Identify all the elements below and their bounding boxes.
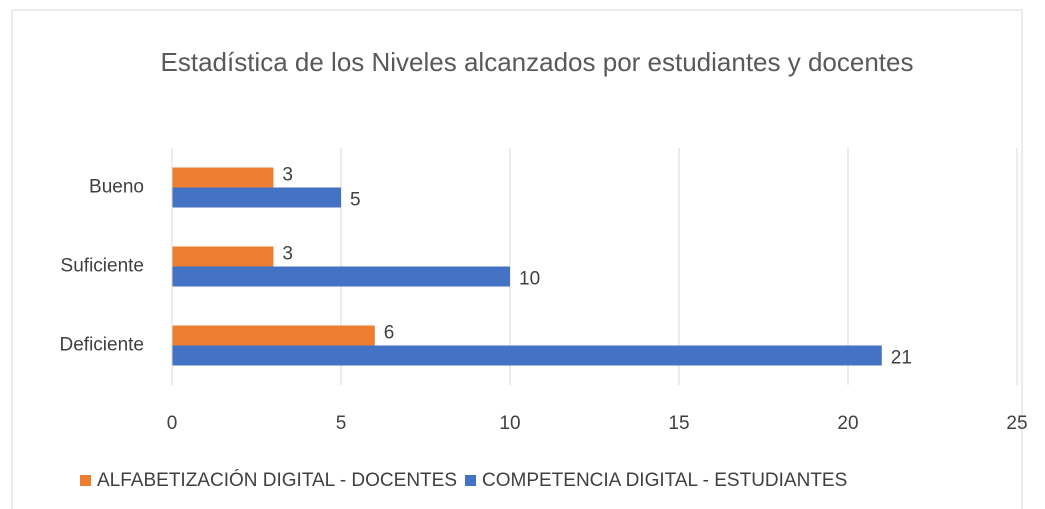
data-label: 3 <box>282 165 293 186</box>
legend-swatch <box>465 475 476 486</box>
data-label: 21 <box>891 348 912 369</box>
bar <box>172 246 274 267</box>
x-tick-label: 0 <box>167 413 178 434</box>
x-tick-label: 20 <box>837 413 858 434</box>
x-tick-label: 10 <box>499 413 520 434</box>
bar <box>172 266 510 287</box>
x-tick-label: 15 <box>668 413 689 434</box>
y-tick-label: Bueno <box>89 177 144 198</box>
legend-label: COMPETENCIA DIGITAL - ESTUDIANTES <box>482 470 847 491</box>
frame <box>11 9 1023 509</box>
bar <box>172 325 375 346</box>
data-label: 10 <box>519 269 540 290</box>
chart-title: Estadística de los Niveles alcanzados po… <box>160 47 914 77</box>
legend-swatch <box>80 475 91 486</box>
y-tick-label: Deficiente <box>60 335 145 356</box>
data-label: 3 <box>282 244 293 265</box>
x-tick-label: 5 <box>336 413 347 434</box>
legend-label: ALFABETIZACIÓN DIGITAL - DOCENTES <box>97 469 457 491</box>
bar <box>172 345 882 366</box>
data-label: 5 <box>350 190 361 211</box>
data-label: 6 <box>384 323 395 344</box>
bar <box>172 167 274 188</box>
bar <box>172 187 341 208</box>
y-tick-label: Suficiente <box>61 256 144 277</box>
x-tick-label: 25 <box>1006 413 1027 434</box>
